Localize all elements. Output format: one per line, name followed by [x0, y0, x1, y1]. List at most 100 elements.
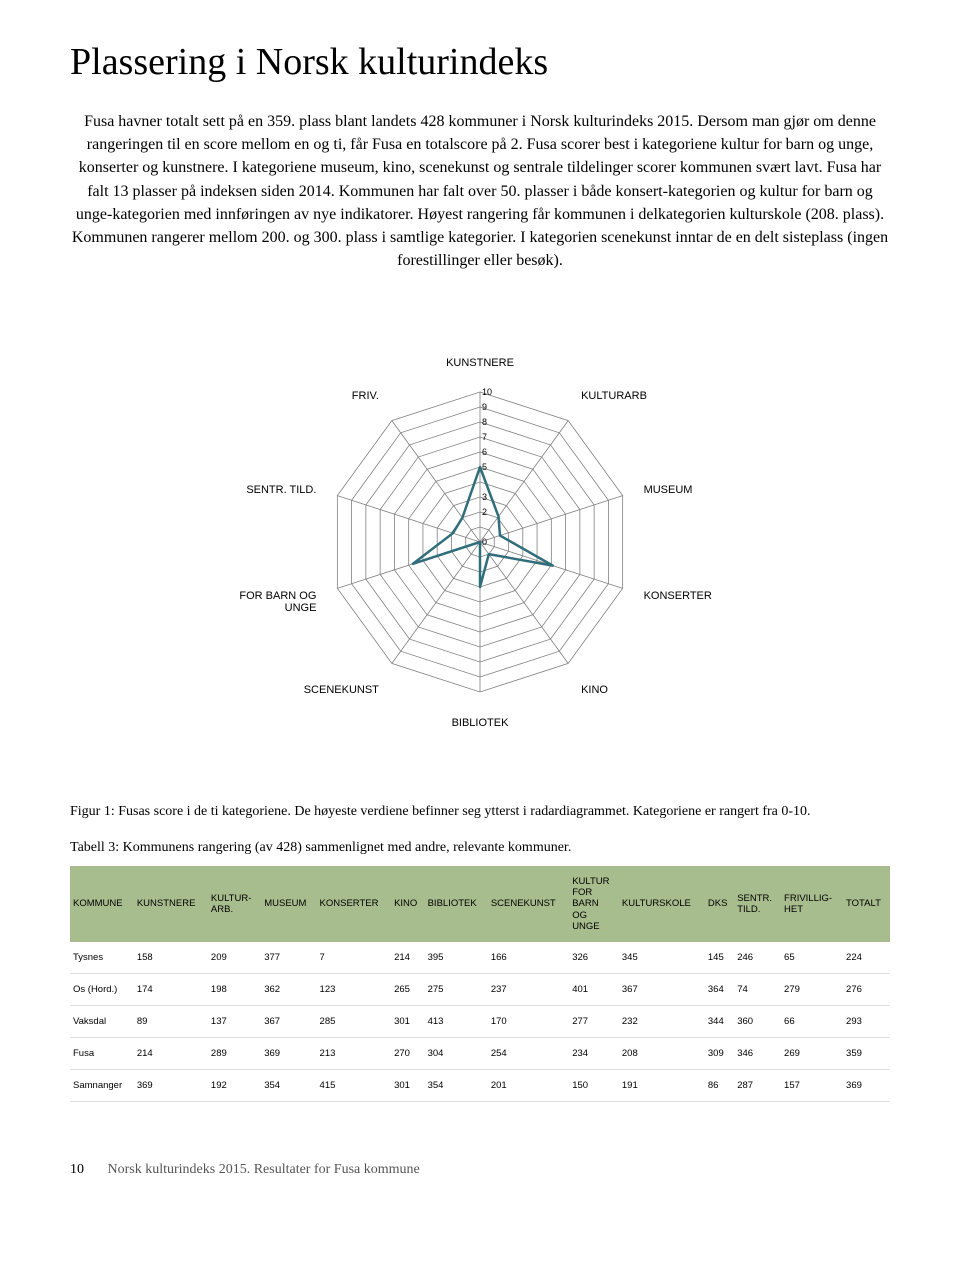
table-row: Samnanger3691923544153013542011501918628…	[70, 1070, 890, 1102]
table-cell: 174	[134, 974, 208, 1006]
table-row: Tysnes1582093777214395166326345145246652…	[70, 942, 890, 974]
table-cell: 265	[391, 974, 425, 1006]
table-cell: 170	[488, 1006, 569, 1038]
svg-text:2: 2	[482, 507, 487, 517]
table-cell: 369	[134, 1070, 208, 1102]
table-cell: 344	[705, 1006, 734, 1038]
table-cell: 269	[781, 1038, 843, 1070]
svg-text:FRIV.: FRIV.	[352, 390, 379, 402]
svg-text:UNGE: UNGE	[285, 602, 317, 614]
table-cell: 287	[734, 1070, 781, 1102]
table-cell: 377	[261, 942, 316, 974]
table-header-cell: KULTURFORBARNOGUNGE	[569, 866, 619, 943]
table-cell: 123	[317, 974, 392, 1006]
table-cell: 86	[705, 1070, 734, 1102]
ranking-table: KOMMUNEKUNSTNEREKULTUR-ARB.MUSEUMKONSERT…	[70, 866, 890, 1103]
table-cell: 192	[208, 1070, 261, 1102]
table-cell: 270	[391, 1038, 425, 1070]
table-header-cell: KUNSTNERE	[134, 866, 208, 943]
table-cell: 362	[261, 974, 316, 1006]
table-cell: 201	[488, 1070, 569, 1102]
table-row: Os (Hord.)174198362123265275237401367364…	[70, 974, 890, 1006]
table-cell: 359	[843, 1038, 890, 1070]
svg-text:5: 5	[482, 462, 487, 472]
table-header-cell: KONSERTER	[317, 866, 392, 943]
footer-text: Norsk kulturindeks 2015. Resultater for …	[108, 1162, 420, 1177]
svg-text:KULTURARB: KULTURARB	[581, 390, 647, 402]
table-cell: 74	[734, 974, 781, 1006]
table-header-cell: KULTUR-ARB.	[208, 866, 261, 943]
svg-text:8: 8	[482, 417, 487, 427]
body-paragraph: Fusa havner totalt sett på en 359. plass…	[70, 110, 890, 272]
table-cell: 369	[261, 1038, 316, 1070]
table-cell: 198	[208, 974, 261, 1006]
table-body: Tysnes1582093777214395166326345145246652…	[70, 942, 890, 1102]
table-cell: 166	[488, 942, 569, 974]
table-cell: 415	[317, 1070, 392, 1102]
table-cell: 254	[488, 1038, 569, 1070]
table-cell: 234	[569, 1038, 619, 1070]
table-cell: 301	[391, 1070, 425, 1102]
table-cell: 276	[843, 974, 890, 1006]
table-cell: 345	[619, 942, 705, 974]
table-header-cell: KULTURSKOLE	[619, 866, 705, 943]
table-cell: Samnanger	[70, 1070, 134, 1102]
table-cell: 309	[705, 1038, 734, 1070]
table-cell: 157	[781, 1070, 843, 1102]
table-cell: 369	[843, 1070, 890, 1102]
table-header-cell: KOMMUNE	[70, 866, 134, 943]
table-cell: Fusa	[70, 1038, 134, 1070]
table-cell: Os (Hord.)	[70, 974, 134, 1006]
table-cell: 395	[425, 942, 488, 974]
table-cell: 214	[391, 942, 425, 974]
table-row: Fusa214289369213270304254234208309346269…	[70, 1038, 890, 1070]
table-cell: 304	[425, 1038, 488, 1070]
table-cell: 326	[569, 942, 619, 974]
table-header-cell: SENTR.TILD.	[734, 866, 781, 943]
table-header-cell: BIBLIOTEK	[425, 866, 488, 943]
table-cell: 89	[134, 1006, 208, 1038]
table-cell: 401	[569, 974, 619, 1006]
table-cell: 275	[425, 974, 488, 1006]
table-cell: 289	[208, 1038, 261, 1070]
table-header-cell: MUSEUM	[261, 866, 316, 943]
table-cell: 364	[705, 974, 734, 1006]
table-header-cell: KINO	[391, 866, 425, 943]
svg-text:10: 10	[482, 387, 492, 397]
table-header-cell: TOTALT	[843, 866, 890, 943]
figure-caption: Figur 1: Fusas score i de ti kategoriene…	[70, 802, 890, 822]
page-footer: 10 Norsk kulturindeks 2015. Resultater f…	[70, 1162, 890, 1178]
table-cell: 301	[391, 1006, 425, 1038]
table-cell: 413	[425, 1006, 488, 1038]
svg-text:3: 3	[482, 492, 487, 502]
table-cell: 277	[569, 1006, 619, 1038]
radar-chart: 0235678910KUNSTNEREKULTURARBMUSEUMKONSER…	[240, 312, 720, 772]
table-cell: 285	[317, 1006, 392, 1038]
table-cell: 150	[569, 1070, 619, 1102]
table-row: Vaksdal891373672853014131702772323443606…	[70, 1006, 890, 1038]
table-cell: 209	[208, 942, 261, 974]
svg-text:7: 7	[482, 432, 487, 442]
svg-text:KUNSTNERE: KUNSTNERE	[446, 357, 514, 369]
table-cell: 360	[734, 1006, 781, 1038]
svg-text:BIBLIOTEK: BIBLIOTEK	[452, 717, 510, 729]
table-header-cell: FRIVILLIG-HET	[781, 866, 843, 943]
table-cell: 213	[317, 1038, 392, 1070]
table-cell: 137	[208, 1006, 261, 1038]
svg-text:MUSEUM: MUSEUM	[644, 484, 693, 496]
table-header-cell: SCENEKUNST	[488, 866, 569, 943]
table-cell: 367	[261, 1006, 316, 1038]
svg-text:6: 6	[482, 447, 487, 457]
table-cell: 367	[619, 974, 705, 1006]
svg-text:KINO: KINO	[581, 684, 608, 696]
table-cell: 145	[705, 942, 734, 974]
table-header-row: KOMMUNEKUNSTNEREKULTUR-ARB.MUSEUMKONSERT…	[70, 866, 890, 943]
table-cell: 66	[781, 1006, 843, 1038]
table-cell: 237	[488, 974, 569, 1006]
table-cell: 158	[134, 942, 208, 974]
svg-text:KONSERTER: KONSERTER	[644, 590, 712, 602]
table-cell: 346	[734, 1038, 781, 1070]
table-cell: 293	[843, 1006, 890, 1038]
table-cell: 214	[134, 1038, 208, 1070]
page-number: 10	[70, 1162, 84, 1177]
